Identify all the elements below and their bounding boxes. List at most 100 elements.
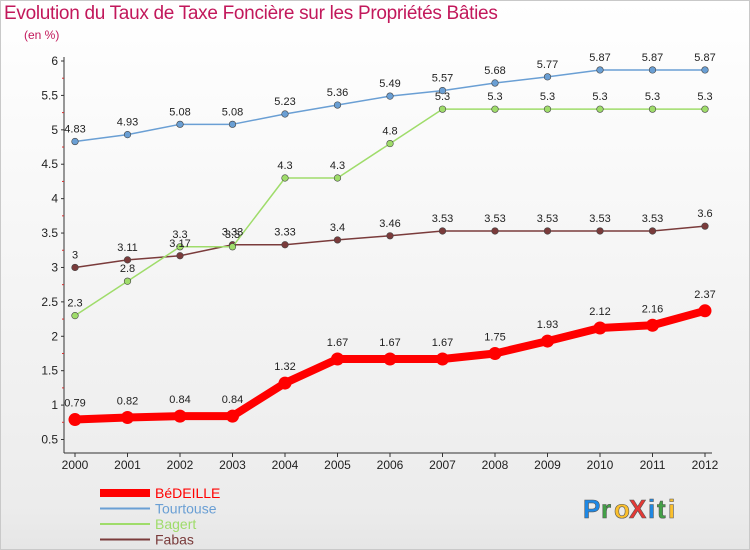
x-tick-label: 2007 [429, 458, 456, 472]
data-point [488, 346, 502, 360]
data-label: 3.46 [379, 218, 400, 230]
data-point [333, 174, 342, 182]
x-tick-label: 2005 [324, 458, 351, 472]
data-label: 2.16 [642, 303, 663, 315]
data-label: 5.3 [592, 91, 607, 103]
y-tick-label: 3 [51, 260, 58, 274]
data-label: 5.87 [589, 52, 610, 64]
data-point [436, 352, 449, 366]
axes: 0.5 1 1.5 2 2.5 3 3.5 4 4.5 5 5.5 6 2000 2001 2002 2003… [41, 54, 718, 472]
data-point [331, 352, 344, 366]
data-point [383, 352, 397, 366]
data-point [176, 243, 184, 251]
data-label: 5.57 [432, 73, 453, 85]
logo-letter: r [601, 494, 612, 524]
data-point [71, 137, 79, 146]
data-label: 3.53 [589, 213, 610, 225]
data-label: 5.3 [487, 91, 502, 103]
data-label: 5.08 [169, 106, 190, 118]
data-point [176, 252, 184, 260]
data-label: 5.23 [274, 96, 295, 108]
data-point [123, 256, 132, 264]
data-label: 2.3 [67, 298, 82, 310]
data-point [543, 227, 552, 235]
data-point [593, 321, 607, 335]
data-label: 3.53 [537, 213, 558, 225]
data-point [278, 376, 292, 390]
data-label: 1.67 [432, 337, 453, 349]
data-label: 4.93 [117, 117, 138, 129]
data-label: 4.3 [277, 160, 292, 172]
logo-letter: o [614, 494, 631, 524]
data-label: 5.3 [540, 91, 555, 103]
y-tick-label: 3.5 [41, 226, 58, 240]
data-point [491, 105, 499, 113]
data-point [123, 277, 132, 285]
data-label: 0.79 [64, 398, 85, 410]
data-point [646, 318, 659, 332]
data-label: 1.93 [537, 319, 558, 331]
data-point [121, 410, 134, 424]
data-point [386, 232, 394, 240]
data-point [698, 304, 712, 318]
y-tick-label: 2.5 [41, 295, 58, 309]
data-point [173, 409, 187, 423]
data-point [648, 227, 657, 235]
data-label: 3.33 [274, 227, 295, 239]
logo-letter: X [629, 494, 647, 524]
x-tick-label: 2002 [167, 458, 194, 472]
logo-letter: P [583, 494, 601, 524]
y-tick-label: 5.5 [41, 88, 58, 102]
data-label: 2.8 [120, 263, 135, 275]
data-point [491, 227, 499, 235]
data-label: 1.67 [327, 337, 348, 349]
logo-letter: i [648, 494, 656, 524]
data-point [386, 139, 394, 148]
x-tick-label: 2009 [534, 458, 561, 472]
data-point [701, 66, 709, 74]
data-point [281, 241, 289, 249]
data-point [438, 105, 447, 113]
data-label: 3.33 [222, 227, 243, 239]
chart-title: Evolution du Taux de Taxe Foncière sur l… [4, 3, 498, 24]
data-label: 3.53 [432, 213, 453, 225]
data-label: 3.53 [484, 213, 505, 225]
data-label: 3 [72, 249, 78, 261]
data-point [71, 312, 79, 320]
data-label: 3.4 [330, 222, 345, 234]
data-label: 3.53 [642, 213, 663, 225]
data-label: 1.75 [484, 331, 505, 343]
data-point [543, 73, 552, 81]
data-label: 5.3 [697, 91, 712, 103]
data-point [281, 110, 289, 118]
data-point [541, 334, 554, 348]
x-tick-label: 2004 [272, 458, 299, 472]
data-label: 3.6 [697, 208, 712, 220]
data-point [176, 120, 184, 128]
data-label: 5.49 [379, 78, 400, 90]
legend-label: BéDEILLE [155, 485, 220, 501]
data-label: 5.36 [327, 87, 348, 99]
data-point [333, 101, 342, 109]
data-label: 5.08 [222, 106, 243, 118]
data-label: 4.8 [382, 126, 397, 138]
data-point [386, 92, 394, 100]
data-point [701, 105, 709, 113]
x-tick-label: 2000 [62, 458, 89, 472]
legend-label: Fabas [155, 532, 194, 548]
y-tick-label: 2 [51, 329, 58, 343]
y-tick-label: 1 [51, 398, 58, 412]
x-tick-label: 2003 [219, 458, 246, 472]
data-point [491, 79, 499, 87]
data-point [438, 227, 447, 235]
data-point [71, 263, 79, 272]
data-label: 3.17 [169, 238, 190, 250]
data-point [701, 222, 709, 230]
data-label: 5.3 [645, 91, 660, 103]
legend-label: Bagert [155, 516, 196, 532]
data-point [226, 409, 239, 423]
logo-letter: i [668, 494, 676, 524]
y-tick-label: 6 [51, 54, 58, 68]
